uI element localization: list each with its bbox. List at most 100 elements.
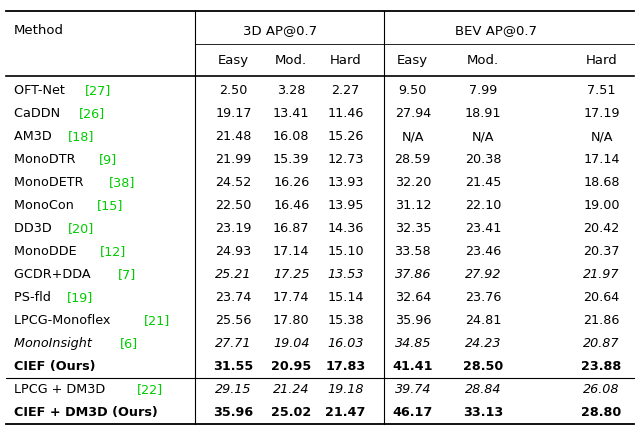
Text: MonoDETR: MonoDETR (14, 176, 88, 189)
Text: 13.95: 13.95 (327, 199, 364, 212)
Text: 17.25: 17.25 (273, 268, 310, 281)
Text: 24.23: 24.23 (465, 337, 502, 350)
Text: 21.86: 21.86 (584, 314, 620, 327)
Text: 17.74: 17.74 (273, 291, 310, 304)
Text: 16.26: 16.26 (273, 176, 309, 189)
Text: MonoDDE: MonoDDE (14, 245, 81, 258)
Text: 17.80: 17.80 (273, 314, 310, 327)
Text: BEV AP@0.7: BEV AP@0.7 (455, 24, 537, 38)
Text: CaDDN: CaDDN (14, 107, 64, 120)
Text: 15.39: 15.39 (273, 153, 310, 166)
Text: 33.13: 33.13 (463, 406, 503, 419)
Text: [9]: [9] (99, 153, 116, 166)
Text: [27]: [27] (85, 84, 111, 97)
Text: [26]: [26] (79, 107, 105, 120)
Text: Method: Method (14, 24, 64, 38)
Text: 16.08: 16.08 (273, 130, 310, 143)
Text: 20.95: 20.95 (271, 360, 311, 373)
Text: 20.87: 20.87 (583, 337, 620, 350)
Text: 41.41: 41.41 (392, 360, 433, 373)
Text: 19.00: 19.00 (583, 199, 620, 212)
Text: [21]: [21] (143, 314, 170, 327)
Text: 19.04: 19.04 (273, 337, 310, 350)
Text: 22.50: 22.50 (216, 199, 252, 212)
Text: MonoDTR: MonoDTR (14, 153, 79, 166)
Text: 21.47: 21.47 (325, 406, 366, 419)
Text: 23.74: 23.74 (216, 291, 252, 304)
Text: 27.71: 27.71 (215, 337, 252, 350)
Text: 3D AP@0.7: 3D AP@0.7 (243, 24, 317, 38)
Text: 28.84: 28.84 (465, 383, 502, 396)
Text: 24.52: 24.52 (216, 176, 252, 189)
Text: [38]: [38] (109, 176, 135, 189)
Text: DD3D: DD3D (14, 222, 56, 235)
Text: 20.37: 20.37 (583, 245, 620, 258)
Text: MonoInsight: MonoInsight (14, 337, 96, 350)
Text: 28.59: 28.59 (395, 153, 431, 166)
Text: Mod.: Mod. (467, 54, 499, 68)
Text: 9.50: 9.50 (399, 84, 427, 97)
Text: OFT-Net: OFT-Net (14, 84, 69, 97)
Text: Hard: Hard (586, 54, 618, 68)
Text: Hard: Hard (330, 54, 362, 68)
Text: 25.21: 25.21 (215, 268, 252, 281)
Text: 11.46: 11.46 (328, 107, 364, 120)
Text: 15.26: 15.26 (328, 130, 364, 143)
Text: 26.08: 26.08 (583, 383, 620, 396)
Text: 23.88: 23.88 (582, 360, 621, 373)
Text: 33.58: 33.58 (394, 245, 431, 258)
Text: [22]: [22] (137, 383, 163, 396)
Text: 35.96: 35.96 (395, 314, 431, 327)
Text: 3.28: 3.28 (277, 84, 305, 97)
Text: 31.12: 31.12 (394, 199, 431, 212)
Text: 46.17: 46.17 (393, 406, 433, 419)
Text: 16.46: 16.46 (273, 199, 309, 212)
Text: 24.93: 24.93 (216, 245, 252, 258)
Text: 23.46: 23.46 (465, 245, 501, 258)
Text: 13.93: 13.93 (327, 176, 364, 189)
Text: [18]: [18] (68, 130, 94, 143)
Text: N/A: N/A (590, 130, 613, 143)
Text: Mod.: Mod. (275, 54, 307, 68)
Text: 16.03: 16.03 (327, 337, 364, 350)
Text: 7.99: 7.99 (469, 84, 497, 97)
Text: [15]: [15] (97, 199, 123, 212)
Text: 7.51: 7.51 (588, 84, 616, 97)
Text: 14.36: 14.36 (328, 222, 364, 235)
Text: 31.55: 31.55 (214, 360, 253, 373)
Text: 39.74: 39.74 (394, 383, 431, 396)
Text: 19.18: 19.18 (327, 383, 364, 396)
Text: 19.17: 19.17 (215, 107, 252, 120)
Text: 21.97: 21.97 (583, 268, 620, 281)
Text: 32.20: 32.20 (395, 176, 431, 189)
Text: [7]: [7] (118, 268, 136, 281)
Text: 17.14: 17.14 (273, 245, 310, 258)
Text: 16.87: 16.87 (273, 222, 310, 235)
Text: 15.14: 15.14 (327, 291, 364, 304)
Text: 23.76: 23.76 (465, 291, 501, 304)
Text: 21.99: 21.99 (216, 153, 252, 166)
Text: 13.53: 13.53 (327, 268, 364, 281)
Text: 25.02: 25.02 (271, 406, 311, 419)
Text: 28.80: 28.80 (582, 406, 621, 419)
Text: 23.19: 23.19 (216, 222, 252, 235)
Text: [20]: [20] (68, 222, 94, 235)
Text: 15.10: 15.10 (327, 245, 364, 258)
Text: 28.50: 28.50 (463, 360, 503, 373)
Text: 32.64: 32.64 (395, 291, 431, 304)
Text: PS-fld: PS-fld (14, 291, 55, 304)
Text: N/A: N/A (401, 130, 424, 143)
Text: LPCG-Monoflex: LPCG-Monoflex (14, 314, 115, 327)
Text: 20.42: 20.42 (584, 222, 620, 235)
Text: [6]: [6] (120, 337, 138, 350)
Text: 2.50: 2.50 (220, 84, 248, 97)
Text: Easy: Easy (218, 54, 249, 68)
Text: 21.24: 21.24 (273, 383, 310, 396)
Text: 13.41: 13.41 (273, 107, 310, 120)
Text: 29.15: 29.15 (215, 383, 252, 396)
Text: 17.83: 17.83 (326, 360, 365, 373)
Text: 12.73: 12.73 (327, 153, 364, 166)
Text: 2.27: 2.27 (332, 84, 360, 97)
Text: 22.10: 22.10 (465, 199, 501, 212)
Text: 20.38: 20.38 (465, 153, 502, 166)
